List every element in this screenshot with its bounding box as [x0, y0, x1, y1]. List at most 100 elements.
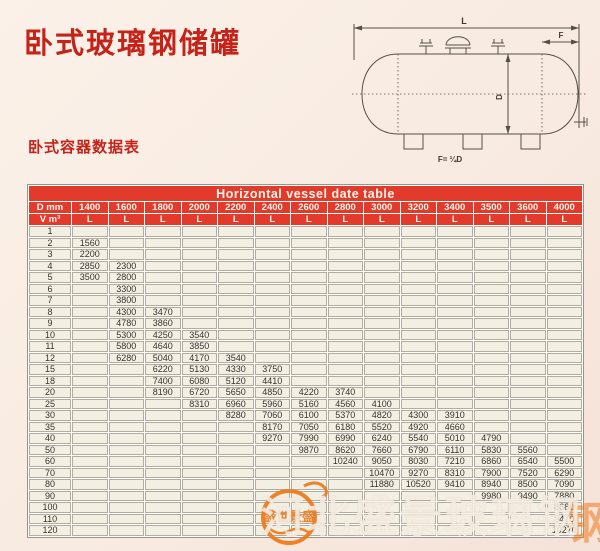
length-cell [145, 249, 181, 260]
length-cell [108, 479, 144, 490]
length-cell [108, 237, 144, 248]
length-cell [145, 433, 181, 444]
length-cell [72, 410, 108, 421]
length-cell: 4790 [473, 433, 509, 444]
length-cell [254, 352, 290, 363]
length-cell [473, 249, 509, 260]
length-cell [546, 283, 582, 294]
length-cell [364, 237, 400, 248]
length-cell [254, 502, 290, 513]
length-cell [145, 513, 181, 524]
length-cell [72, 352, 108, 363]
length-cell [364, 283, 400, 294]
length-cell [145, 283, 181, 294]
length-cell [400, 249, 436, 260]
length-cell: 8620 [327, 444, 363, 455]
length-cell [108, 467, 144, 478]
length-cell: 7400 [145, 375, 181, 386]
length-cell: 3750 [254, 364, 290, 375]
length-cell [254, 329, 290, 340]
length-cell: 8310 [181, 398, 217, 409]
length-cell [473, 513, 509, 524]
header-length: L [181, 214, 217, 225]
length-cell [108, 249, 144, 260]
length-cell [546, 237, 582, 248]
length-cell [364, 490, 400, 501]
header-diameter: 1400 [72, 202, 108, 213]
length-cell [364, 295, 400, 306]
length-cell [364, 387, 400, 398]
length-cell [145, 237, 181, 248]
length-cell [291, 283, 327, 294]
length-cell [327, 283, 363, 294]
header-diameter: 2200 [218, 202, 254, 213]
length-cell: 5800 [108, 341, 144, 352]
length-cell [327, 260, 363, 271]
volume-cell: 20 [29, 387, 71, 398]
dim-label-length: L [461, 16, 467, 26]
length-cell: 9470 [546, 513, 582, 524]
length-cell [72, 329, 108, 340]
table-row: 4 2850 2300 [29, 260, 582, 271]
header-diameter: 4000 [546, 202, 582, 213]
length-cell [181, 513, 217, 524]
length-cell: 8680 [546, 502, 582, 513]
length-cell: 7880 [546, 490, 582, 501]
volume-cell: 11 [29, 341, 71, 352]
length-cell [254, 283, 290, 294]
length-cell: 3470 [145, 306, 181, 317]
length-cell [108, 398, 144, 409]
length-cell [145, 456, 181, 467]
length-cell [400, 525, 436, 536]
length-cell [291, 364, 327, 375]
length-cell: 3800 [108, 295, 144, 306]
length-cell [400, 283, 436, 294]
length-cell [400, 502, 436, 513]
length-cell [218, 421, 254, 432]
length-cell [291, 490, 327, 501]
length-cell [108, 387, 144, 398]
length-cell [400, 398, 436, 409]
length-cell [510, 283, 546, 294]
length-cell [254, 444, 290, 455]
length-cell [181, 456, 217, 467]
length-cell [400, 237, 436, 248]
support-leg [403, 133, 424, 150]
length-cell [364, 525, 400, 536]
table-title: Horizontal vessel date table [29, 186, 582, 201]
length-cell [72, 364, 108, 375]
length-cell [108, 433, 144, 444]
length-cell: 1560 [72, 237, 108, 248]
length-cell [546, 272, 582, 283]
length-cell: 3740 [327, 387, 363, 398]
length-cell [473, 226, 509, 237]
length-cell [181, 479, 217, 490]
length-cell [181, 249, 217, 260]
length-cell [327, 490, 363, 501]
length-cell [254, 479, 290, 490]
table-row: 5 3500 2800 [29, 272, 582, 283]
length-cell [72, 490, 108, 501]
length-cell [437, 226, 473, 237]
length-cell [218, 272, 254, 283]
length-cell [291, 375, 327, 386]
length-cell [218, 525, 254, 536]
length-cell [108, 410, 144, 421]
volume-cell: 12 [29, 352, 71, 363]
header-diameters: D mm 1400 1600 1800 2000 2200 2400 2600 2800 300… [29, 202, 582, 213]
length-cell [510, 525, 546, 536]
length-cell [181, 502, 217, 513]
table-row: 7 3800 [29, 295, 582, 306]
dim-label-diameter: D [495, 94, 504, 100]
length-cell: 5960 [254, 398, 290, 409]
length-cell: 6280 [108, 352, 144, 363]
length-cell [254, 295, 290, 306]
length-cell [218, 490, 254, 501]
length-cell [437, 341, 473, 352]
table-row: 18 7400 6080 5120 4410 [29, 375, 582, 386]
length-cell [400, 513, 436, 524]
length-cell [327, 318, 363, 329]
length-cell [327, 226, 363, 237]
volume-cell: 60 [29, 456, 71, 467]
length-cell [218, 513, 254, 524]
